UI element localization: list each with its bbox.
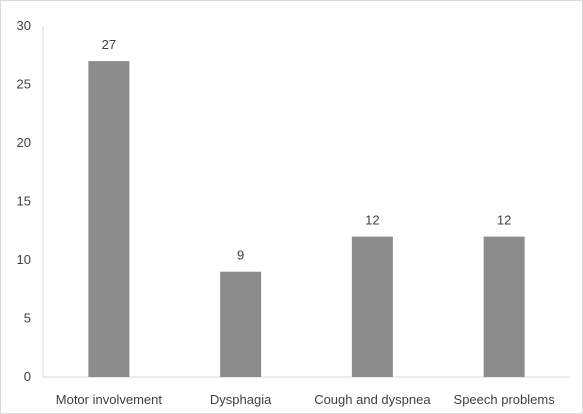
data-labels: 27 9 12 12 <box>102 37 512 263</box>
y-tick-label: 5 <box>24 311 31 326</box>
y-tick-label: 30 <box>17 18 31 33</box>
x-category-label: Cough and dyspnea <box>314 392 431 407</box>
y-tick-label: 25 <box>17 77 31 92</box>
y-axis-ticks: 0 5 10 15 20 25 30 <box>17 18 31 384</box>
category-labels: Motor involvement Dysphagia Cough and dysp… <box>56 392 555 407</box>
y-tick-label: 15 <box>17 194 31 209</box>
y-tick-label: 0 <box>24 369 31 384</box>
data-label: 12 <box>497 213 511 228</box>
data-label: 27 <box>102 37 116 52</box>
bars <box>88 61 525 377</box>
y-tick-label: 10 <box>17 252 31 267</box>
x-category-label: Dysphagia <box>210 392 272 407</box>
bar <box>351 236 393 377</box>
x-category-label: Speech problems <box>454 392 556 407</box>
bar <box>483 236 525 377</box>
data-label: 12 <box>365 213 379 228</box>
bar <box>220 271 262 377</box>
x-category-label: Motor involvement <box>56 392 163 407</box>
y-tick-label: 20 <box>17 135 31 150</box>
bar <box>88 61 130 377</box>
data-label: 9 <box>237 248 244 263</box>
